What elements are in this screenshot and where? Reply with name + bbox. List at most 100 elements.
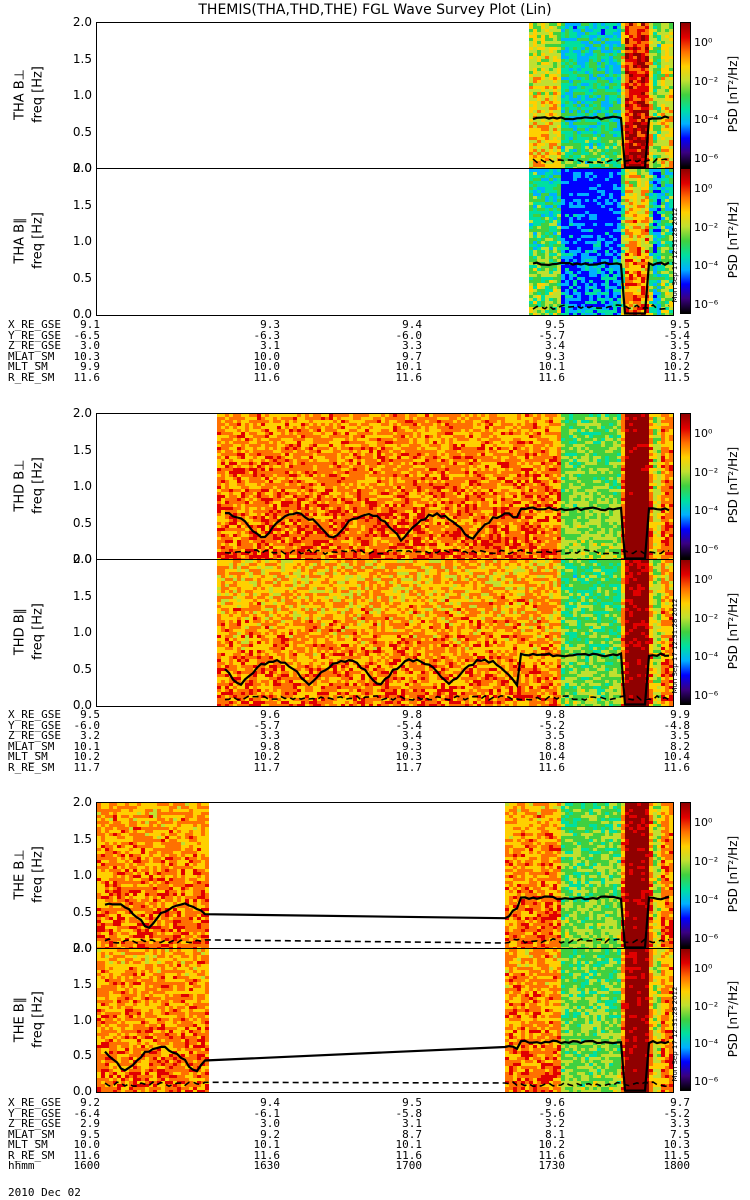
table-row: R_RE_SM 11.7 11.7 11.7 11.6 11.6	[0, 762, 750, 774]
y-tick-label: 1.0	[52, 625, 92, 639]
table-row: hhmm 1600 1630 1700 1730 1800	[0, 1160, 750, 1172]
cell-value: -5.7	[220, 720, 281, 732]
cell-value: 1800	[630, 1160, 691, 1172]
fc-curve	[104, 1039, 670, 1092]
colorbar	[680, 948, 691, 1091]
spectrogram-svg	[97, 949, 673, 1092]
y-tick-label: 1.5	[52, 832, 92, 846]
cell-value: 9.5	[505, 319, 565, 331]
spectrogram-panel	[96, 948, 674, 1093]
cell-value: 8.7	[362, 1129, 422, 1141]
cell-value: 1730	[505, 1160, 566, 1172]
row-label: MLT_SM	[8, 361, 48, 373]
colorbar-tick: 10⁰	[694, 36, 712, 49]
cell-value: -5.7	[505, 330, 566, 342]
y-axis-label: freq [Hz]	[31, 446, 46, 526]
cell-value: 8.7	[630, 351, 690, 363]
colorbar	[680, 413, 691, 559]
row-label: R_RE_SM	[8, 762, 54, 774]
panel-label: THA B⊥	[13, 55, 28, 135]
cell-value: 10.3	[40, 351, 101, 363]
colorbar-tick: 10⁻²	[694, 1000, 718, 1013]
cell-value: 9.5	[630, 319, 690, 331]
y-axis-label: freq [Hz]	[31, 979, 46, 1059]
cell-value: 9.8	[362, 709, 422, 721]
cell-value: 3.4	[505, 340, 565, 352]
y-tick-label: 0.0	[52, 161, 92, 175]
cell-value: 10.2	[40, 751, 101, 763]
spectrogram-panel	[96, 168, 674, 316]
table-row: Y_RE_GSE -6.5 -6.3 -6.0 -5.7 -5.4	[0, 330, 750, 342]
y-tick-label: 1.0	[52, 88, 92, 102]
fc-curve	[224, 652, 670, 706]
cell-value: 9.5	[40, 709, 100, 721]
cell-value: 11.5	[630, 372, 691, 384]
cell-value: -4.8	[630, 720, 691, 732]
cell-value: 9.8	[505, 709, 565, 721]
panel-label: THE B∥	[13, 979, 28, 1059]
colorbar	[680, 168, 691, 314]
spectrogram-cells	[529, 169, 673, 315]
cell-value: 11.5	[630, 1150, 691, 1162]
y-tick-label: 1.5	[52, 977, 92, 991]
y-tick-label: 1.0	[52, 868, 92, 882]
ephemeris-table: X_RE_GSE 9.5 9.6 9.8 9.8 9.9 Y_RE_GSE -6.0 -5.7 -…	[0, 709, 750, 774]
colorbar-tick: 10⁻²	[694, 612, 718, 625]
spectrogram-panel	[96, 559, 674, 707]
row-label: Y_RE_GSE	[8, 720, 61, 732]
table-row: Z_RE_GSE 3.2 3.3 3.4 3.5 3.5	[0, 730, 750, 742]
colorbar-tick: 10⁻⁴	[694, 504, 718, 517]
table-row: MLAT_SM 10.3 10.0 9.7 9.3 8.7	[0, 351, 750, 363]
y-tick-label: 2.0	[52, 795, 92, 809]
cell-value: 9.3	[505, 351, 565, 363]
fc-curve	[532, 261, 670, 315]
row-label: MLT_SM	[8, 1139, 48, 1151]
colorbar-label: PSD [nT²/Hz]	[726, 435, 740, 535]
colorbar-tick: 10⁰	[694, 573, 712, 586]
y-axis-label: freq [Hz]	[31, 201, 46, 281]
cell-value: 3.2	[505, 1118, 565, 1130]
cell-value: 3.3	[362, 340, 422, 352]
table-row: Y_RE_GSE -6.4 -6.1 -5.8 -5.6 -5.2	[0, 1108, 750, 1120]
cell-value: 3.5	[630, 340, 690, 352]
colorbar-tick: 10⁻²	[694, 855, 718, 868]
table-row: X_RE_GSE 9.5 9.6 9.8 9.8 9.9	[0, 709, 750, 721]
y-tick-label: 0.5	[52, 125, 92, 139]
cell-value: 11.6	[505, 372, 566, 384]
row-label: MLT_SM	[8, 751, 48, 763]
cell-value: 11.6	[362, 372, 423, 384]
table-row: R_RE_SM 11.6 11.6 11.6 11.6 11.5	[0, 1150, 750, 1162]
table-row: Z_RE_GSE 2.9 3.0 3.1 3.2 3.3	[0, 1118, 750, 1130]
cell-value: 10.2	[630, 361, 691, 373]
cell-value: 9.9	[630, 709, 690, 721]
cell-value: 10.0	[40, 1139, 101, 1151]
spectrogram-cells	[97, 803, 673, 949]
cell-value: 3.5	[505, 730, 565, 742]
y-tick-label: 0.5	[52, 271, 92, 285]
y-tick-label: 0.0	[52, 698, 92, 712]
y-tick-label: 1.0	[52, 1013, 92, 1027]
cell-value: 3.1	[362, 1118, 422, 1130]
cell-value: 9.8	[220, 741, 280, 753]
cell-value: 10.1	[362, 361, 423, 373]
cell-value: 9.3	[362, 741, 422, 753]
fc-fraction-curve	[224, 694, 670, 702]
cell-value: 9.4	[220, 1097, 280, 1109]
table-row: MLAT_SM 9.5 9.2 8.7 8.1 7.5	[0, 1129, 750, 1141]
cell-value: 10.4	[630, 751, 691, 763]
cell-value: 9.6	[505, 1097, 565, 1109]
y-tick-label: 1.5	[52, 52, 92, 66]
colorbar-tick: 10⁻⁶	[694, 1075, 718, 1088]
cell-value: 9.7	[362, 351, 422, 363]
cell-value: 3.4	[362, 730, 422, 742]
cell-value: 10.2	[220, 751, 281, 763]
colorbar-label: PSD [nT²/Hz]	[726, 969, 740, 1069]
row-label: Z_RE_GSE	[8, 340, 61, 352]
cell-value: 11.6	[220, 1150, 281, 1162]
y-tick-label: 0.0	[52, 941, 92, 955]
cell-value: 11.7	[40, 762, 101, 774]
cell-value: 11.6	[40, 1150, 101, 1162]
cell-value: 11.6	[40, 372, 101, 384]
fc-fraction-curve	[104, 1080, 670, 1088]
cell-value: 10.1	[220, 1139, 281, 1151]
